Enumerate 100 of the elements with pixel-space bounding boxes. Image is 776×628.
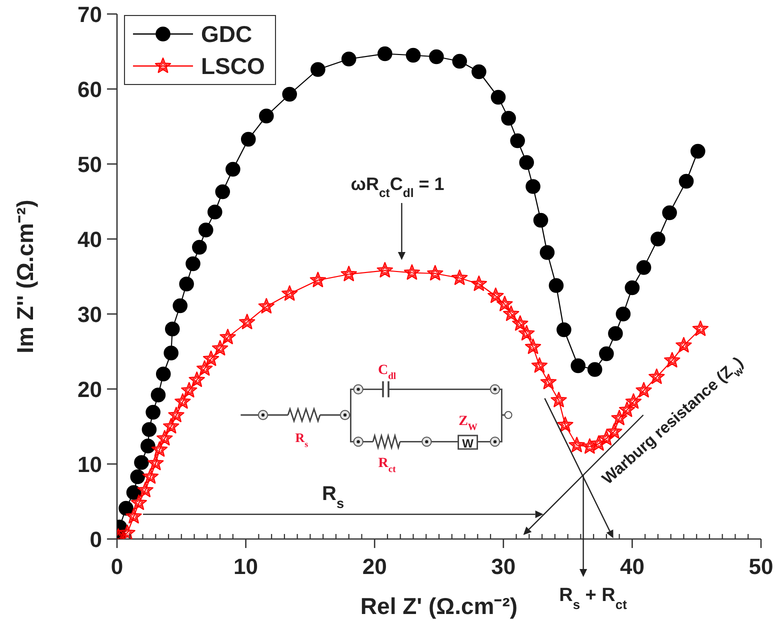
point [662,205,677,220]
point [636,382,652,398]
point [168,406,184,422]
y-tick-label: 20 [78,377,102,402]
point [472,64,486,80]
point [282,285,298,301]
point [164,322,180,336]
annotation: Z$_{W}$ [458,414,478,433]
point [192,240,207,255]
point [220,328,236,344]
point [341,52,356,66]
x-tick-label: 20 [362,554,387,579]
point [540,374,557,390]
point [119,524,136,539]
point [259,108,274,124]
point [556,322,572,338]
annotation: C$_{dl}$ [378,363,396,382]
legend-label: GDC [201,20,252,49]
point [310,62,326,77]
point [156,430,173,446]
y-tick-label: 50 [78,152,102,177]
point [488,288,504,303]
point [519,155,534,170]
y-tick-label: 10 [78,452,102,477]
point [215,184,230,200]
point [207,204,222,220]
point [126,508,142,524]
point [650,232,666,246]
point [142,468,159,484]
point [186,256,200,272]
point [503,306,520,321]
point [570,358,586,374]
point [540,245,555,260]
y-axis-title: Im Z'' (Ω.cm⁻²) [12,200,38,354]
point [608,326,623,341]
point [664,352,680,368]
point [137,482,154,498]
point [179,276,194,292]
point [163,418,180,434]
point [130,494,147,510]
point [690,144,706,159]
point [196,360,213,376]
point [164,346,178,360]
point [618,402,636,417]
point [490,90,506,105]
point [148,454,164,470]
point [198,222,214,238]
point [518,325,535,340]
point [146,404,160,420]
point [376,262,393,278]
y-tick-label: 0 [90,527,102,552]
point [427,265,444,280]
point [587,362,602,377]
point [582,438,598,454]
point [142,422,157,437]
point [568,436,585,452]
annotation: R$_{s}$ [295,430,309,449]
point [156,366,171,382]
point [240,132,256,147]
x-tick-label: 10 [234,554,258,579]
point [429,49,444,64]
point [406,48,421,63]
legend-label: LSCO [201,52,265,81]
annotation: ωR$_{ct}$C$_{dl}$ = 1 [350,174,444,200]
point [550,392,567,408]
x-tick-label: 0 [110,554,124,579]
point [452,54,468,69]
point [692,320,709,336]
point [118,500,134,516]
point [526,179,540,194]
point [470,276,487,291]
point [212,340,228,356]
point [636,260,652,275]
point [678,174,694,189]
point [239,314,256,330]
point [611,410,628,426]
point [140,438,156,454]
point [130,469,146,484]
point [258,298,274,314]
point [512,315,528,331]
point [510,133,525,148]
point [531,357,548,373]
point [676,337,692,352]
point [126,485,142,500]
point [181,382,198,398]
point [501,110,516,126]
point [557,416,574,432]
point [599,346,614,362]
point [188,372,205,387]
point [452,270,468,285]
point [226,162,240,177]
point [548,278,564,293]
point [524,338,542,354]
point [404,264,420,280]
text: R$_{s}$ + R$_{ct}$ [559,585,628,612]
point [616,306,631,322]
point [282,86,297,102]
x-tick-label: 40 [620,554,644,579]
annotation: W [462,436,474,450]
point [174,393,191,409]
